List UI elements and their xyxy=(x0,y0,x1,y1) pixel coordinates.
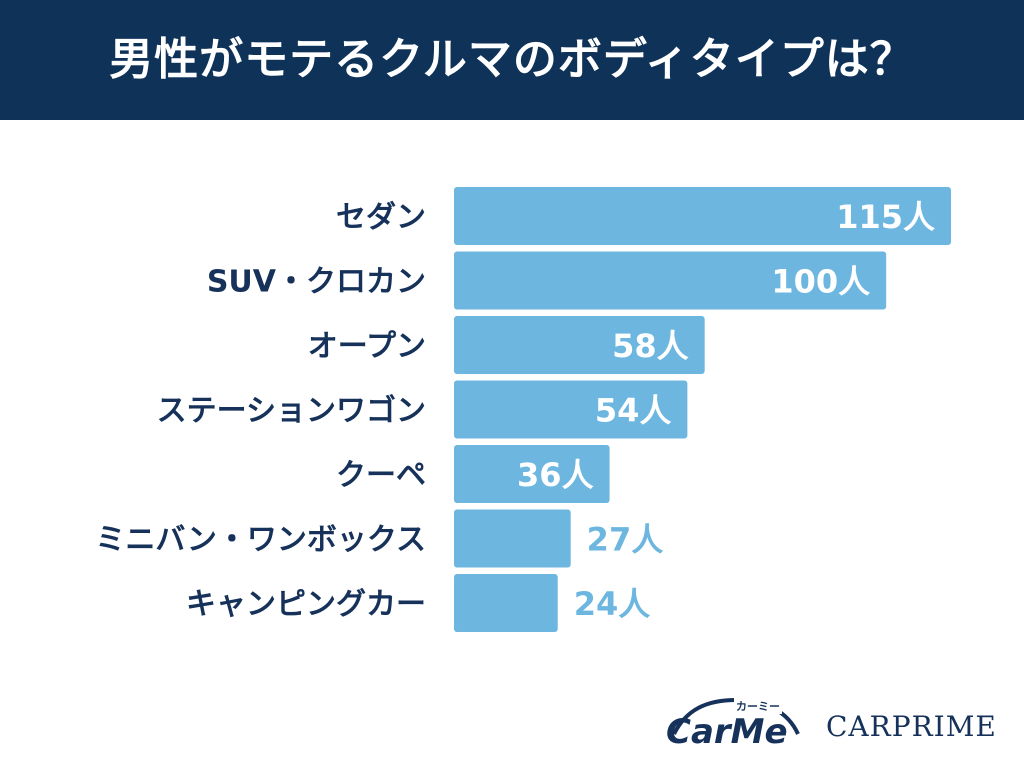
bar-3 xyxy=(454,380,688,439)
carme-wordmark: CarMe xyxy=(666,712,788,752)
category-label: オープン xyxy=(308,329,426,364)
title-banner: 男性がモテるクルマのボディタイプは？ xyxy=(0,0,1024,120)
bar-6 xyxy=(454,574,558,632)
category-label: キャンピングカー xyxy=(186,587,426,622)
value-label: 100人 xyxy=(771,263,870,301)
category-label: クーペ xyxy=(336,458,426,493)
category-label: ステーションワゴン xyxy=(157,394,426,429)
category-label: ミニバン・ワンボックス xyxy=(95,523,426,558)
value-label: 36人 xyxy=(517,456,594,494)
value-label: 58人 xyxy=(612,327,689,365)
bar-2 xyxy=(454,316,705,374)
bar-5 xyxy=(454,509,571,568)
value-label: 27人 xyxy=(587,521,664,559)
carprime-wordmark: CARPRIME xyxy=(826,710,997,743)
bar-4 xyxy=(454,445,610,503)
carme-logo: カーミー CarMe xyxy=(666,690,806,752)
bar-1 xyxy=(454,251,887,310)
bar-0 xyxy=(454,187,951,245)
value-label: 54人 xyxy=(595,392,672,430)
carme-sub-label: カーミー xyxy=(734,698,782,714)
chart-title: 男性がモテるクルマのボディタイプは？ xyxy=(109,34,915,85)
value-label: 24人 xyxy=(574,585,651,623)
category-label: セダン xyxy=(336,200,426,235)
logo-area: カーミー CarMe CARPRIME xyxy=(660,690,1000,760)
category-label: SUV・クロカン xyxy=(207,265,426,300)
value-label: 115人 xyxy=(836,198,935,236)
